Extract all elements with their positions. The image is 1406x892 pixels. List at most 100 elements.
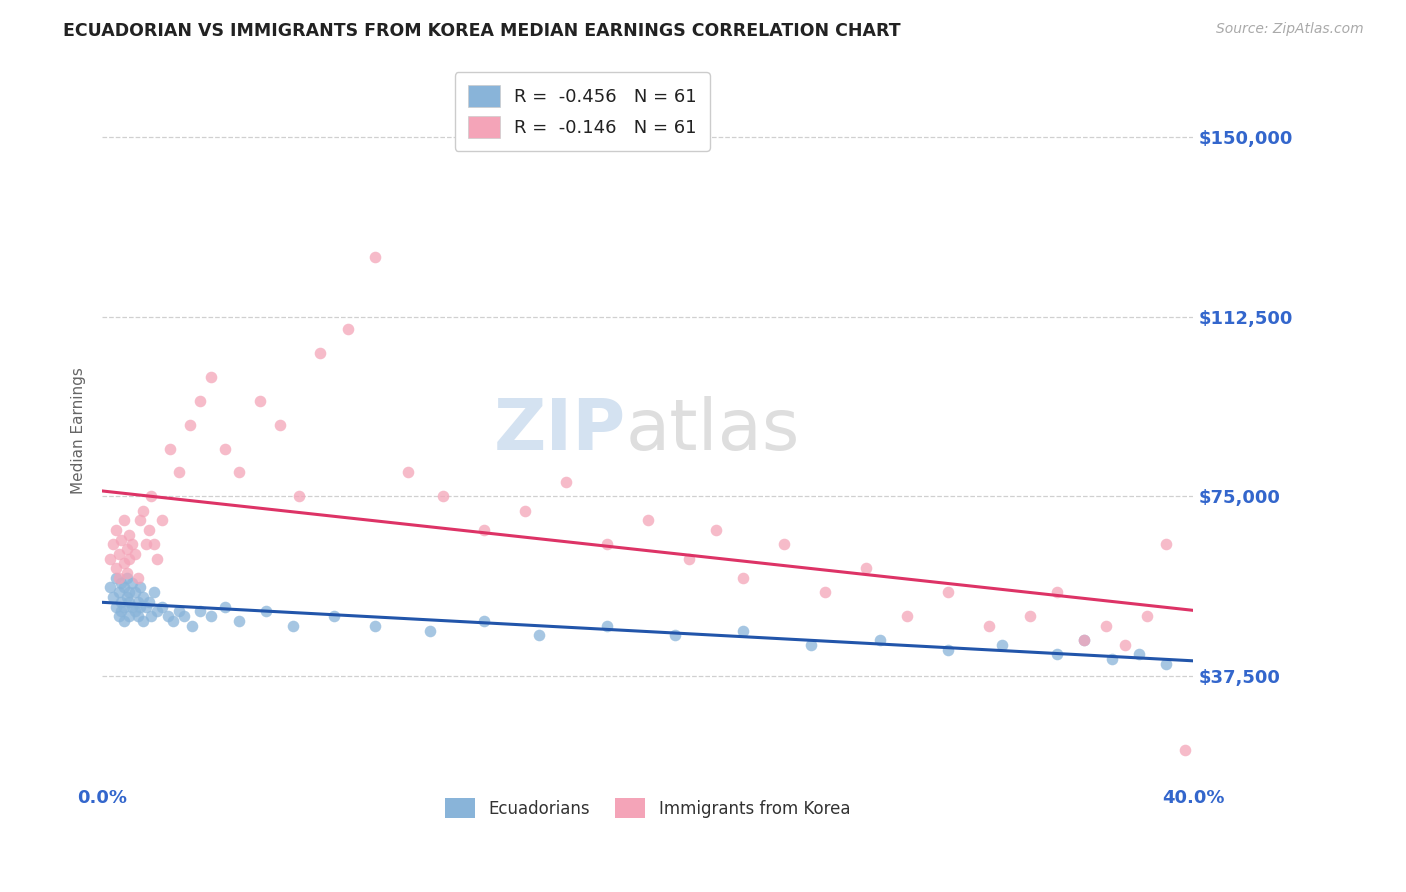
Point [200, 369, 222, 384]
Point [129, 599, 152, 614]
Point [181, 618, 204, 632]
Point [249, 393, 271, 408]
Point [869, 633, 891, 648]
Point [269, 417, 291, 432]
Point [118, 609, 141, 624]
Point [1101, 652, 1123, 666]
Point [129, 581, 152, 595]
Point [1073, 633, 1095, 648]
Point [127, 571, 149, 585]
Point [127, 609, 149, 624]
Point [112, 581, 135, 595]
Point [214, 442, 236, 456]
Point [1018, 609, 1040, 624]
Point [135, 537, 157, 551]
Point [156, 609, 179, 624]
Point [1154, 657, 1177, 671]
Point [121, 537, 143, 551]
Text: atlas: atlas [626, 396, 800, 465]
Point [141, 609, 163, 624]
Point [228, 614, 250, 628]
Point [124, 604, 146, 618]
Point [309, 345, 332, 359]
Point [141, 490, 163, 504]
Point [173, 609, 195, 624]
Point [118, 595, 141, 609]
Point [104, 599, 127, 614]
Point [513, 504, 536, 518]
Point [121, 575, 143, 590]
Point [336, 322, 359, 336]
Point [190, 604, 212, 618]
Point [936, 642, 959, 657]
Point [214, 599, 236, 614]
Point [1128, 648, 1150, 662]
Point [121, 599, 143, 614]
Point [104, 561, 127, 575]
Point [1046, 585, 1069, 599]
Point [419, 624, 441, 638]
Point [138, 523, 160, 537]
Point [127, 595, 149, 609]
Point [145, 551, 167, 566]
Point [135, 599, 157, 614]
Point [190, 393, 212, 408]
Point [100, 581, 122, 595]
Point [112, 614, 135, 628]
Point [364, 250, 387, 264]
Point [596, 618, 619, 632]
Point [162, 614, 184, 628]
Point [283, 618, 305, 632]
Point [773, 537, 796, 551]
Point [115, 571, 138, 585]
Point [555, 475, 578, 489]
Point [704, 523, 727, 537]
Point [118, 585, 141, 599]
Point [287, 490, 309, 504]
Point [107, 571, 129, 585]
Point [1136, 609, 1159, 624]
Point [118, 551, 141, 566]
Point [179, 417, 201, 432]
Point [936, 585, 959, 599]
Point [124, 585, 146, 599]
Point [132, 504, 155, 518]
Text: Source: ZipAtlas.com: Source: ZipAtlas.com [1216, 22, 1364, 37]
Point [228, 466, 250, 480]
Point [112, 557, 135, 571]
Point [1095, 618, 1118, 632]
Point [132, 614, 155, 628]
Point [112, 599, 135, 614]
Point [733, 571, 755, 585]
Point [1114, 638, 1136, 652]
Point [814, 585, 837, 599]
Point [101, 590, 124, 604]
Point [1046, 648, 1069, 662]
Point [115, 566, 138, 580]
Y-axis label: Median Earnings: Median Earnings [72, 368, 86, 494]
Point [138, 595, 160, 609]
Point [112, 513, 135, 527]
Point [145, 604, 167, 618]
Point [527, 628, 550, 642]
Point [396, 466, 419, 480]
Point [104, 571, 127, 585]
Point [115, 542, 138, 557]
Point [855, 561, 877, 575]
Point [1154, 537, 1177, 551]
Point [733, 624, 755, 638]
Point [143, 537, 166, 551]
Point [800, 638, 823, 652]
Point [637, 513, 659, 527]
Point [101, 537, 124, 551]
Point [150, 513, 173, 527]
Point [678, 551, 700, 566]
Point [472, 614, 495, 628]
Point [167, 466, 190, 480]
Point [143, 585, 166, 599]
Text: ZIP: ZIP [494, 396, 626, 465]
Point [896, 609, 918, 624]
Point [596, 537, 619, 551]
Point [150, 599, 173, 614]
Point [1073, 633, 1095, 648]
